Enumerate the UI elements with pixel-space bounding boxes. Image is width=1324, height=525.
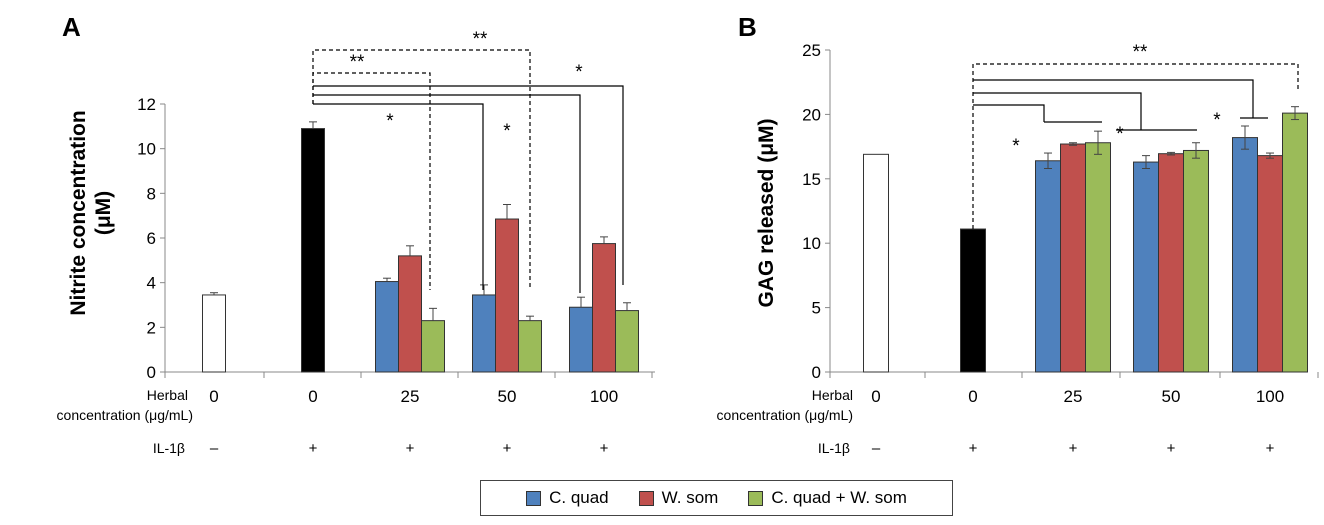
panel-a-sig-bracket-solid-50 [313, 103, 484, 290]
panel-a-y-tick-label: 12 [137, 95, 156, 114]
panel-a-il1b-value: – [210, 440, 219, 457]
panel-a-il1b-value: + [503, 440, 512, 457]
panel-a-bar-combo [615, 310, 639, 373]
panel-b-herbal-value: 100 [1256, 387, 1284, 406]
panel-a-bar-control [202, 294, 226, 373]
panel-a-sig-bracket-solid-100-cquad [313, 94, 581, 293]
panel-b-bar-il1b [960, 228, 986, 373]
panel-b-y-tick-label: 0 [812, 363, 821, 382]
panel-b-y-tick-label: 5 [812, 299, 821, 318]
panel-a-sig-label: * [575, 62, 583, 83]
panel-a-herbal-value: 25 [401, 387, 420, 406]
legend-item-c-quad: C. quad [526, 488, 609, 508]
panel-b-sig-bracket-50 [973, 92, 1142, 130]
panel-b-bar-c-quad [1232, 137, 1258, 373]
panel-a-bar-c-quad [375, 281, 399, 373]
panel-a-bar-w-som [495, 218, 519, 373]
legend-label-w-som: W. som [661, 488, 719, 507]
figure-canvas: A Nitrite concentration (μM) Herbal conc… [57, 12, 1319, 457]
panel-a-sig-label: ** [350, 52, 365, 73]
panel-b-sig-bracket-100 [973, 79, 1254, 118]
panel-b-sig-label: * [1116, 124, 1124, 145]
panel-b-sig-bracket-25 [973, 104, 1045, 122]
panel-a-bar-il1b [301, 128, 325, 373]
panel-a-bar-combo [518, 320, 542, 373]
panel-a-y-tick-label: 0 [147, 363, 156, 382]
panel-a-il1b-value: + [600, 440, 609, 457]
panel-a-herbal-value: 0 [308, 387, 317, 406]
panel-b-label: B [738, 12, 757, 42]
panel-a-ylabel-line2: (μM) [92, 191, 115, 235]
panel-a-sig-label: ** [473, 29, 488, 50]
panel-b-il1b-value: + [969, 440, 978, 457]
legend-swatch-combo [748, 490, 764, 506]
legend: C. quad W. som C. quad + W. som [480, 480, 953, 516]
panel-b-bar-c-quad [1133, 161, 1159, 373]
panel-a-il1b-value: + [406, 440, 415, 457]
panel-a-sig-label: * [503, 121, 511, 142]
panel-b-il1b-value: + [1167, 440, 1176, 457]
panel-a-il1b-value: + [309, 440, 318, 457]
panel-a-herbal-label-2: concentration (μg/mL) [57, 407, 193, 423]
panel-b-herbal-label-2: concentration (μg/mL) [717, 407, 853, 423]
panel-a-y-tick-label: 6 [147, 229, 156, 248]
panel-a-herbal-value: 0 [209, 387, 218, 406]
panel-b-y-tick-label: 15 [802, 170, 821, 189]
legend-item-combo: C. quad + W. som [748, 488, 907, 508]
panel-b-sig-label: ** [1133, 42, 1148, 63]
panel-a-label: A [62, 12, 81, 42]
panel-b-bar-w-som [1060, 143, 1086, 373]
panel-b-il1b-label: IL-1β [818, 440, 850, 456]
panel-b-bar-control [863, 153, 889, 373]
panel-b-bar-combo [1085, 142, 1111, 373]
panel-a-bar-w-som [592, 243, 616, 373]
legend-item-w-som: W. som [638, 488, 719, 508]
panel-a-ylabel-line1: Nitrite concentration [67, 110, 90, 315]
panel-b-y-tick-label: 25 [802, 41, 821, 60]
panel-b-bar-w-som [1158, 153, 1184, 373]
panel-b-y-tick-label: 10 [802, 234, 821, 253]
panel-a-y-tick-label: 8 [147, 184, 156, 203]
panel-a-sig-label: * [386, 111, 394, 132]
panel-a-herbal-label-1: Herbal [147, 387, 188, 403]
legend-swatch-c-quad [526, 490, 542, 506]
panel-a-herbal-value: 50 [498, 387, 517, 406]
panel-b-bar-c-quad [1035, 160, 1061, 373]
legend-label-combo: C. quad + W. som [771, 488, 907, 507]
panel-a-sig-bracket-solid-100-combo [313, 85, 624, 285]
legend-label-c-quad: C. quad [549, 488, 609, 507]
panel-a-sig-bracket-dashed-25 [312, 72, 431, 290]
panel-b-il1b-value: + [1069, 440, 1078, 457]
panel-b-herbal-value: 0 [871, 387, 880, 406]
panel-b-herbal-value: 25 [1064, 387, 1083, 406]
legend-swatch-w-som [638, 490, 654, 506]
panel-a-y-tick-label: 2 [147, 318, 156, 337]
panel-b-sig-label: * [1012, 136, 1020, 157]
panel-a-bar-c-quad [472, 294, 496, 373]
panel-b-y-tick-label: 20 [802, 105, 821, 124]
panel-b-herbal-value: 0 [968, 387, 977, 406]
panel-a-bar-combo [421, 320, 445, 373]
panel-a-bar-c-quad [569, 306, 593, 373]
panel-b-bar-combo [1282, 112, 1308, 373]
panel-b-bar-w-som [1257, 155, 1283, 373]
panel-a-bar-w-som [398, 255, 422, 373]
panel-b-il1b-value: – [872, 440, 881, 457]
panel-a-y-tick-label: 10 [137, 140, 156, 159]
panel-b-ylabel: GAG released (μM) [755, 118, 778, 307]
panel-b-sig-label: * [1213, 110, 1221, 131]
panel-b-il1b-value: + [1266, 440, 1275, 457]
panel-b-herbal-label-1: Herbal [812, 387, 853, 403]
panel-b-bar-combo [1183, 149, 1209, 373]
panel-b-herbal-value: 50 [1162, 387, 1181, 406]
panel-a-sig-bracket-dashed-50 [312, 49, 531, 290]
panel-a-herbal-value: 100 [590, 387, 618, 406]
panel-a-il1b-label: IL-1β [153, 440, 185, 456]
panel-a-y-tick-label: 4 [147, 274, 156, 293]
